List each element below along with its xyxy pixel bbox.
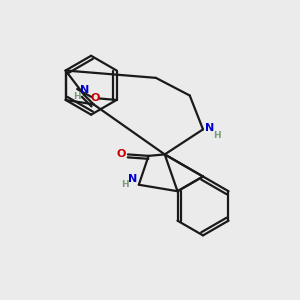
Text: O: O — [90, 94, 100, 103]
Text: H: H — [74, 92, 81, 100]
Text: N: N — [205, 123, 214, 133]
Text: H: H — [213, 131, 221, 140]
Text: O: O — [116, 149, 126, 159]
Text: N: N — [80, 85, 89, 95]
Text: N: N — [128, 174, 137, 184]
Text: H: H — [121, 180, 128, 189]
